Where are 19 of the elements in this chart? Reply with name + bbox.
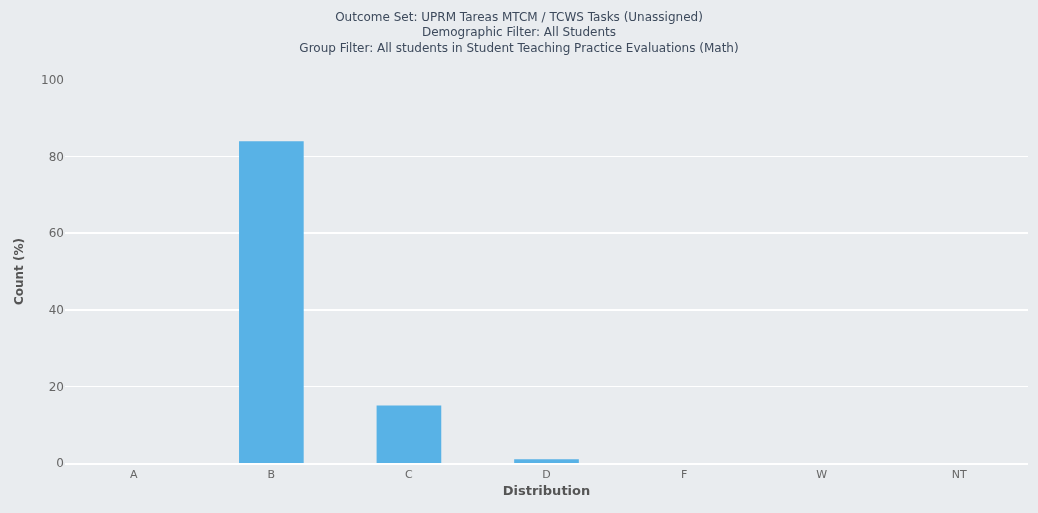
y-tick-label: 20 xyxy=(48,379,64,394)
y-tick-label: 80 xyxy=(48,149,64,164)
y-tick-label: 100 xyxy=(41,73,64,88)
x-axis-title: Distribution xyxy=(502,483,591,499)
x-tick-label: F xyxy=(680,468,688,482)
chart-title: Outcome Set: UPRM Tareas MTCM / TCWS Tasks (Unassigned) Demographic Filter: All Students Group Filter: All students in Student Teaching Practice Evaluations (Math) xyxy=(299,9,739,55)
y-tick-label: 40 xyxy=(48,303,64,317)
x-tick-label: W xyxy=(816,468,828,482)
bar xyxy=(376,405,442,463)
x-tick-label: NT xyxy=(951,468,967,482)
y-tick-label: 60 xyxy=(48,226,64,241)
y-axis-title: Count (%) xyxy=(12,237,27,306)
y-tick-label: 0 xyxy=(56,456,64,471)
bar xyxy=(514,459,579,463)
x-tick-label: B xyxy=(267,468,276,482)
x-tick-label: D xyxy=(542,468,551,482)
x-tick-label: A xyxy=(130,468,139,482)
bar xyxy=(239,141,304,463)
x-tick-label: C xyxy=(405,468,414,482)
